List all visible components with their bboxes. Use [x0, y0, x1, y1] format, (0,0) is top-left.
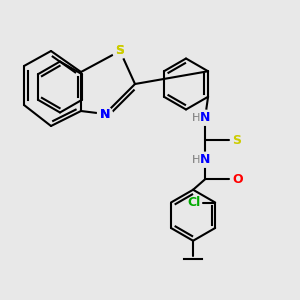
- Circle shape: [198, 152, 213, 167]
- Text: S: S: [116, 44, 124, 58]
- Circle shape: [112, 44, 128, 59]
- Text: H: H: [192, 155, 200, 165]
- Text: H: H: [192, 113, 200, 123]
- Text: N: N: [200, 153, 210, 166]
- Circle shape: [198, 110, 213, 125]
- Text: N: N: [200, 111, 210, 124]
- Text: O: O: [232, 173, 243, 186]
- Text: N: N: [200, 153, 210, 166]
- Text: N: N: [100, 107, 110, 121]
- Text: S: S: [232, 134, 241, 147]
- Text: N: N: [200, 111, 210, 124]
- Circle shape: [98, 106, 112, 122]
- Text: H: H: [192, 113, 201, 123]
- Text: Cl: Cl: [187, 196, 200, 209]
- Text: N: N: [100, 107, 110, 121]
- Text: H: H: [192, 155, 201, 165]
- Text: S: S: [116, 44, 124, 58]
